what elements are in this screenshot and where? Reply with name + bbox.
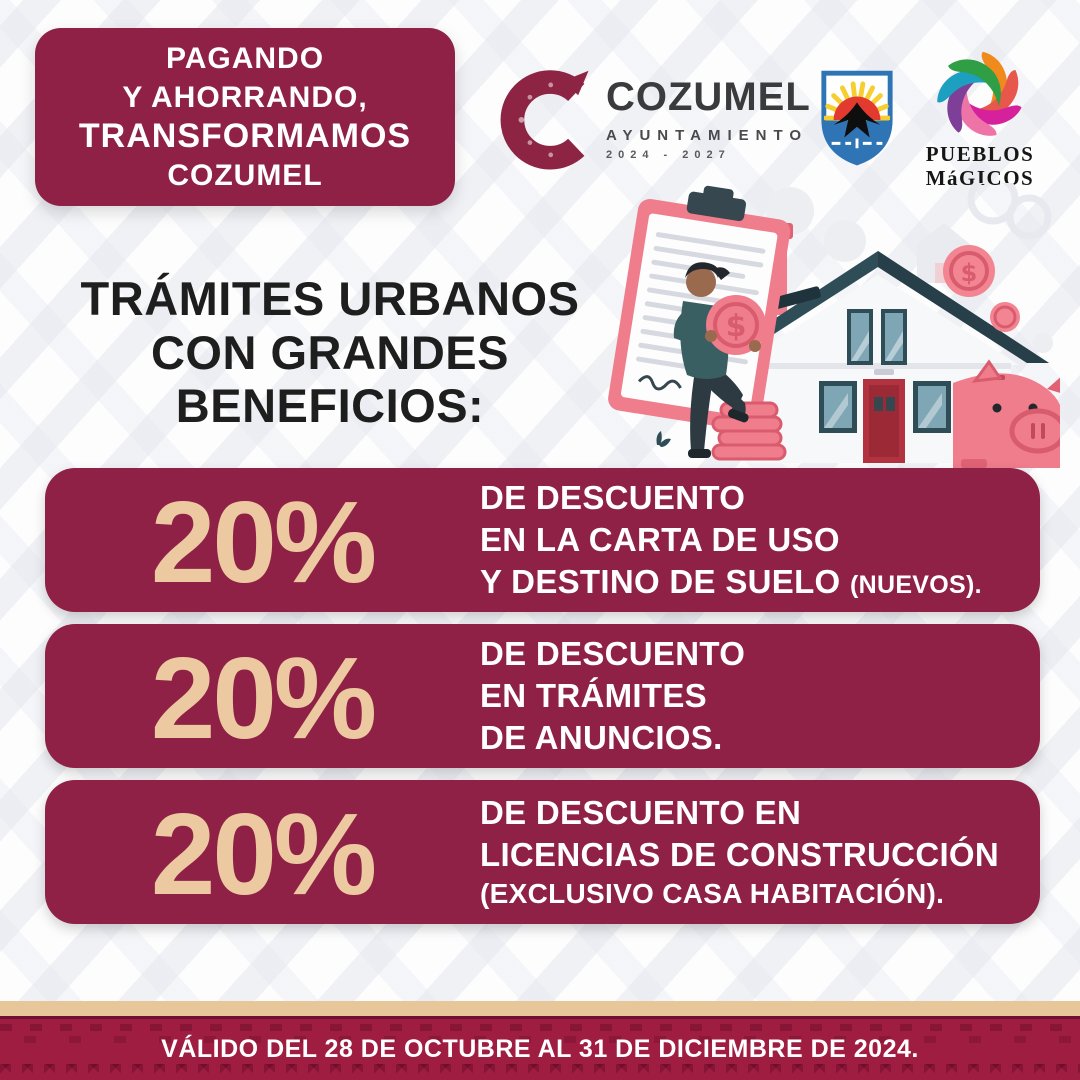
discount-percent: 20%: [150, 633, 377, 763]
slogan-box: PAGANDO Y AHORRANDO, TRANSFORMAMOS COZUM…: [35, 28, 455, 206]
benefit-line: DE DESCUENTO EN: [480, 794, 802, 832]
slogan-line-4: COZUMEL: [167, 159, 323, 192]
slogan-line-3: TRANSFORMAMOS: [78, 117, 412, 155]
validity-text: VÁLIDO DEL 28 DE OCTUBRE AL 31 DE DICIEM…: [161, 1035, 919, 1063]
benefit-description: DE DESCUENTO EN TRÁMITES DE ANUNCIOS.: [480, 633, 745, 759]
benefit-line: DE ANUNCIOS.: [480, 718, 723, 756]
cozumel-c-icon: [500, 70, 589, 170]
coat-of-arms-icon: [821, 70, 893, 166]
slogan-line-2: Y AHORRANDO,: [122, 81, 368, 114]
footer-band: VÁLIDO DEL 28 DE OCTUBRE AL 31 DE DICIEM…: [0, 1016, 1080, 1080]
pueblos-magicos-icon: [937, 51, 1022, 136]
heading-line-3: BENEFICIOS:: [175, 379, 485, 433]
benefit-description: DE DESCUENTO EN LICENCIAS DE CONSTRUCCIÓ…: [480, 792, 999, 911]
benefit-row: 20% DE DESCUENTO EN LICENCIAS DE CONSTRU…: [45, 780, 1040, 924]
discount-percent: 20%: [150, 789, 377, 919]
footer-accent-strip: [0, 1001, 1080, 1016]
cozumel-government-logo: COZUMEL AYUNTAMIENTO 2024 - 2027: [498, 66, 811, 170]
benefit-line: EN TRÁMITES: [480, 677, 707, 715]
benefit-line: Y DESTINO DE SUELO (NUEVOS).: [480, 562, 982, 600]
cozumel-wordmark: COZUMEL AYUNTAMIENTO 2024 - 2027: [606, 75, 811, 161]
benefit-note: (EXCLUSIVO CASA HABITACIÓN).: [480, 878, 945, 910]
benefit-row: 20% DE DESCUENTO EN TRÁMITES DE ANUNCIOS…: [45, 624, 1040, 768]
page-title: TRÁMITES URBANOS CON GRANDES BENEFICIOS:: [35, 272, 625, 433]
benefit-line: DE DESCUENTO: [480, 635, 746, 673]
city-subtitle: AYUNTAMIENTO: [606, 127, 809, 144]
heading-line-1: TRÁMITES URBANOS: [80, 272, 580, 325]
slogan-line-1: PAGANDO: [165, 42, 325, 75]
benefit-note: (NUEVOS).: [850, 570, 982, 599]
pueblos-line-1: PUEBLOS: [925, 142, 1035, 166]
benefit-row: 20% DE DESCUENTO EN LA CARTA DE USO Y DE…: [45, 468, 1040, 612]
house-savings-illustration: $ $: [608, 183, 1060, 468]
benefit-line: EN LA CARTA DE USO: [480, 521, 840, 559]
city-term: 2024 - 2027: [606, 149, 731, 161]
benefit-line: LICENCIAS DE CONSTRUCCIÓN: [480, 836, 1000, 874]
svg-text:$: $: [961, 259, 978, 287]
benefit-description: DE DESCUENTO EN LA CARTA DE USO Y DESTIN…: [480, 477, 982, 603]
discount-percent: 20%: [150, 477, 377, 607]
svg-text:$: $: [726, 309, 747, 344]
city-name: COZUMEL: [606, 75, 811, 119]
pueblos-magicos-logo: PUEBLOS MáGICOS: [912, 48, 1048, 190]
heading-line-2: CON GRANDES: [150, 325, 510, 379]
benefit-line: DE DESCUENTO: [480, 479, 746, 517]
